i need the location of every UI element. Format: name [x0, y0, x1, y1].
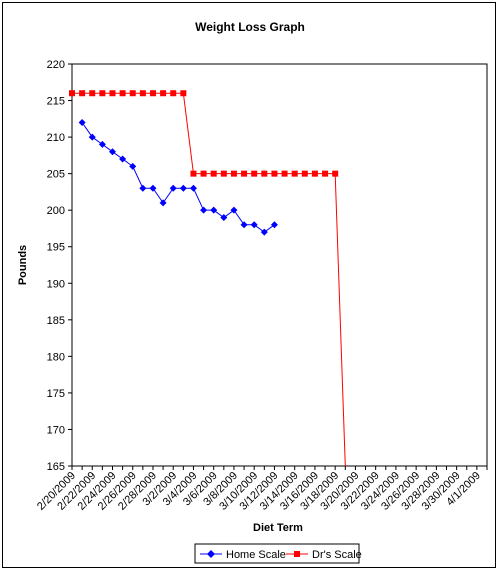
plot-border: [71, 63, 488, 467]
data-point: [281, 170, 288, 177]
data-point: [180, 90, 187, 97]
series-home-scale: [78, 118, 278, 236]
x-axis-ticks: 2/20/20092/22/20092/24/20092/26/20092/28…: [35, 466, 488, 513]
data-point: [210, 170, 217, 177]
data-point: [270, 221, 278, 229]
data-point: [189, 184, 197, 192]
data-point: [119, 90, 126, 97]
data-point: [271, 170, 278, 177]
data-point: [119, 155, 127, 163]
data-point: [149, 90, 156, 97]
data-point: [169, 184, 177, 192]
data-point: [251, 170, 258, 177]
legend-marker-drs-scale: [294, 551, 300, 557]
legend: Home Scale Dr's Scale: [194, 543, 362, 564]
series-drs-scale: [69, 90, 346, 467]
data-point: [260, 228, 268, 236]
y-tick-label: 205: [47, 169, 65, 181]
data-point: [88, 133, 96, 141]
data-point: [220, 213, 228, 221]
data-point: [200, 170, 207, 177]
y-tick-label: 190: [47, 278, 65, 290]
x-axis-label: Diet Term: [253, 522, 303, 534]
data-point: [129, 162, 137, 170]
legend-item-drs-scale: Dr's Scale: [286, 549, 362, 561]
data-point: [210, 206, 218, 214]
data-point: [89, 90, 96, 97]
data-point: [170, 90, 177, 97]
y-tick-label: 165: [47, 461, 65, 473]
y-tick-label: 210: [47, 132, 65, 144]
data-point: [241, 170, 248, 177]
data-point: [301, 170, 308, 177]
plot-area: [71, 63, 488, 467]
legend-box: [194, 543, 360, 564]
data-point: [98, 140, 106, 148]
legend-item-home-scale: Home Scale: [200, 549, 286, 561]
data-point: [108, 148, 116, 156]
data-point: [139, 90, 146, 97]
y-axis-label: Pounds: [17, 245, 29, 285]
data-point: [160, 90, 167, 97]
y-tick-label: 170: [47, 424, 65, 436]
data-point: [291, 170, 298, 177]
data-point: [240, 221, 248, 229]
data-point: [200, 206, 208, 214]
data-point: [78, 118, 86, 126]
legend-label-home-scale: Home Scale: [226, 549, 286, 561]
y-tick-label: 220: [47, 59, 65, 71]
data-point: [250, 221, 258, 229]
legend-label-drs-scale: Dr's Scale: [312, 549, 362, 561]
data-point: [332, 170, 339, 177]
data-point: [159, 199, 167, 207]
y-tick-label: 215: [47, 96, 65, 108]
data-point: [69, 90, 75, 97]
data-point: [129, 90, 136, 97]
legend-marker-home-scale: [207, 550, 215, 558]
y-axis-ticks: 165 170 175 180 185 190 195 200 205 210 215 220: [47, 59, 72, 473]
series-line: [72, 92, 346, 467]
data-point: [149, 184, 157, 192]
data-point: [230, 170, 237, 177]
series-layer: [69, 90, 346, 467]
y-tick-label: 185: [47, 315, 65, 327]
data-point: [311, 170, 318, 177]
data-point: [322, 170, 329, 177]
y-tick-label: 180: [47, 351, 65, 363]
data-point: [220, 170, 227, 177]
data-point: [179, 184, 187, 192]
data-point: [99, 90, 106, 97]
chart-title: Weight Loss Graph: [195, 20, 305, 34]
y-tick-label: 200: [47, 205, 65, 217]
data-point: [109, 90, 116, 97]
data-point: [230, 206, 238, 214]
y-tick-label: 175: [47, 388, 65, 400]
data-point: [190, 170, 197, 177]
data-point: [79, 90, 86, 97]
data-point: [139, 184, 147, 192]
data-point: [261, 170, 268, 177]
y-tick-label: 195: [47, 242, 65, 254]
